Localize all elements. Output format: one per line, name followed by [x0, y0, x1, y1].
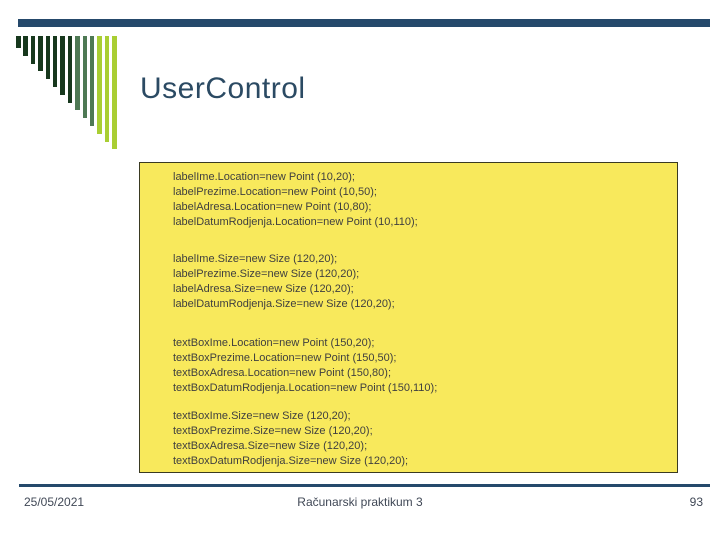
code-block-label-size: labelIme.Size=new Size (120,20); labelPr… — [173, 252, 667, 312]
logo-bar — [23, 36, 28, 56]
logo-bar — [67, 36, 73, 103]
code-block-label-location: labelIme.Location=new Point (10,20); lab… — [173, 170, 667, 230]
footer-page-number: 93 — [689, 495, 703, 509]
logo-bar — [60, 36, 65, 95]
code-line: labelPrezime.Size=new Size (120,20); — [173, 268, 360, 280]
code-line: textBoxIme.Size=new Size (120,20); — [173, 410, 351, 422]
code-line: labelIme.Size=new Size (120,20); — [173, 253, 338, 265]
logo-bar — [97, 36, 102, 134]
logo-bar — [82, 36, 88, 119]
page-title: UserControl — [140, 72, 306, 105]
footer-rule — [19, 484, 710, 487]
logo-bar — [112, 36, 117, 150]
code-line: labelAdresa.Size=new Size (120,20); — [173, 283, 354, 295]
logo-bar — [30, 36, 36, 64]
code-line: textBoxPrezime.Location=new Point (150,5… — [173, 352, 397, 364]
logo-bar — [104, 36, 110, 142]
logo-bar — [89, 36, 95, 126]
logo-bar — [38, 36, 43, 72]
code-block-textbox-size: textBoxIme.Size=new Size (120,20); textB… — [173, 409, 667, 469]
code-line: textBoxIme.Location=new Point (150,20); — [173, 337, 375, 349]
code-line: textBoxDatumRodjenja.Size=new Size (120,… — [173, 455, 409, 467]
code-line: labelDatumRodjenja.Size=new Size (120,20… — [173, 298, 395, 310]
code-line: labelPrezime.Location=new Point (10,50); — [173, 186, 377, 198]
logo-bar — [45, 36, 51, 80]
code-line: textBoxAdresa.Size=new Size (120,20); — [173, 440, 368, 452]
code-line: labelAdresa.Location=new Point (10,80); — [173, 201, 372, 213]
code-line: textBoxAdresa.Location=new Point (150,80… — [173, 367, 391, 379]
logo-bar — [16, 36, 21, 48]
code-block-textbox-location: textBoxIme.Location=new Point (150,20); … — [173, 336, 667, 396]
footer-course-title: Računarski praktikum 3 — [297, 495, 423, 509]
top-accent-bar — [18, 19, 710, 27]
footer-date: 25/05/2021 — [24, 495, 85, 509]
logo-bar — [75, 36, 80, 111]
code-line: textBoxDatumRodjenja.Location=new Point … — [173, 382, 438, 394]
code-box: labelIme.Location=new Point (10,20); lab… — [139, 162, 678, 473]
logo-bar — [52, 36, 58, 87]
code-line: labelDatumRodjenja.Location=new Point (1… — [173, 216, 418, 228]
logo-stripes — [16, 36, 119, 150]
code-line: labelIme.Location=new Point (10,20); — [173, 171, 355, 183]
code-line: textBoxPrezime.Size=new Size (120,20); — [173, 425, 373, 437]
